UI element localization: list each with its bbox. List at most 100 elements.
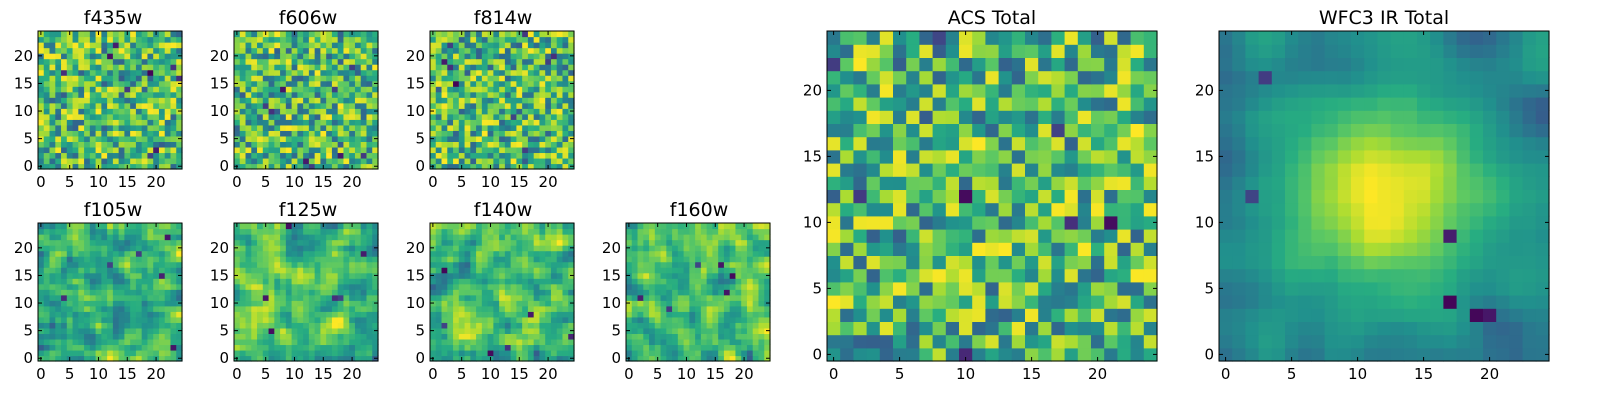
heatmap-cell bbox=[706, 245, 713, 252]
heatmap-cell bbox=[245, 130, 252, 137]
heatmap-cell bbox=[291, 289, 298, 296]
heatmap-cell bbox=[677, 228, 685, 235]
heatmap-cell bbox=[430, 157, 437, 165]
heatmap-cell bbox=[470, 234, 477, 241]
heatmap-cell bbox=[649, 311, 656, 318]
heatmap-cell bbox=[827, 255, 841, 270]
heatmap-cell bbox=[723, 245, 731, 252]
heatmap-cell bbox=[464, 141, 471, 148]
heatmap-cell bbox=[464, 294, 471, 301]
heatmap-cell bbox=[372, 294, 379, 301]
heatmap-cell bbox=[504, 267, 512, 274]
heatmap-cell bbox=[245, 278, 252, 285]
heatmap-cell bbox=[101, 344, 108, 351]
heatmap-cell bbox=[135, 283, 143, 290]
heatmap-cell bbox=[291, 86, 298, 93]
heatmap-cell bbox=[666, 338, 673, 346]
heatmap-cell bbox=[372, 267, 379, 274]
heatmap-cell bbox=[130, 86, 137, 93]
heatmap-cell bbox=[130, 75, 137, 82]
heatmap-cell bbox=[458, 80, 466, 87]
heatmap-cell bbox=[723, 355, 731, 362]
heatmap-cell bbox=[516, 333, 523, 340]
heatmap-cell bbox=[43, 283, 51, 290]
heatmap-cell bbox=[141, 113, 149, 120]
heatmap-cell bbox=[470, 141, 477, 148]
heatmap-cell bbox=[906, 242, 920, 256]
heatmap-cell bbox=[107, 31, 114, 38]
heatmap-cell bbox=[66, 250, 74, 257]
heatmap-cell bbox=[141, 53, 149, 60]
heatmap-cell bbox=[453, 91, 460, 98]
heatmap-cell bbox=[562, 338, 569, 346]
heatmap-cell bbox=[568, 157, 575, 165]
heatmap-cell bbox=[510, 58, 517, 65]
heatmap-cell bbox=[349, 283, 356, 290]
heatmap-cell bbox=[112, 322, 120, 329]
heatmap-cell bbox=[550, 261, 558, 268]
heatmap-cell bbox=[700, 355, 708, 362]
heatmap-cell bbox=[932, 321, 947, 336]
heatmap-cell bbox=[49, 97, 56, 104]
heatmap-cell bbox=[499, 256, 506, 263]
heatmap-cell bbox=[533, 152, 541, 159]
heatmap-cell bbox=[84, 42, 91, 49]
heatmap-cell bbox=[689, 289, 696, 296]
heatmap-cell bbox=[568, 311, 575, 318]
heatmap-cell bbox=[435, 152, 443, 159]
heatmap-cell bbox=[130, 53, 137, 60]
heatmap-cell bbox=[158, 300, 166, 307]
heatmap-cell bbox=[493, 300, 500, 307]
heatmap-cell bbox=[453, 64, 460, 71]
heatmap-cell bbox=[660, 300, 667, 307]
heatmap-cell bbox=[101, 322, 108, 329]
heatmap-cell bbox=[349, 278, 356, 285]
heatmap-cell bbox=[470, 344, 477, 351]
heatmap-cell bbox=[343, 272, 350, 279]
heatmap-cell bbox=[453, 163, 460, 170]
heatmap-cell bbox=[866, 347, 881, 362]
heatmap-cell bbox=[66, 349, 74, 357]
heatmap-cell bbox=[78, 69, 85, 76]
heatmap-cell bbox=[147, 294, 154, 301]
heatmap-cell bbox=[539, 130, 546, 137]
heatmap-cell bbox=[66, 102, 74, 109]
heatmap-cell bbox=[268, 245, 275, 252]
heatmap-cell bbox=[239, 124, 247, 131]
heatmap-cell bbox=[470, 146, 477, 154]
heatmap-cell bbox=[297, 267, 304, 274]
heatmap-cell bbox=[481, 69, 489, 76]
heatmap-cell bbox=[758, 316, 765, 323]
heatmap-cell bbox=[343, 108, 350, 115]
heatmap-cell bbox=[1064, 215, 1079, 230]
heatmap-cell bbox=[972, 242, 986, 256]
heatmap-cell bbox=[510, 152, 517, 159]
heatmap-cell bbox=[527, 75, 535, 82]
heatmap-cell bbox=[441, 327, 448, 334]
heatmap-cell bbox=[481, 31, 489, 38]
heatmap-cell bbox=[349, 245, 356, 252]
heatmap-cell bbox=[78, 91, 85, 98]
heatmap-cell bbox=[510, 250, 517, 257]
heatmap-cell bbox=[499, 31, 506, 38]
heatmap-cell bbox=[349, 97, 356, 104]
heatmap-cell bbox=[89, 124, 97, 131]
heatmap-cell bbox=[435, 146, 443, 154]
heatmap-cell bbox=[72, 47, 79, 54]
heatmap-cell bbox=[660, 322, 667, 329]
heatmap-cell bbox=[72, 344, 79, 351]
heatmap-cell bbox=[840, 242, 854, 256]
x-tick-label: 15 bbox=[118, 365, 137, 383]
heatmap-cell bbox=[308, 349, 316, 357]
heatmap-cell bbox=[84, 338, 91, 346]
heatmap-cell bbox=[314, 91, 321, 98]
heatmap-cell bbox=[366, 152, 373, 159]
heatmap-cell bbox=[516, 294, 523, 301]
heatmap-cell bbox=[343, 102, 350, 109]
heatmap-cell bbox=[343, 163, 350, 170]
heatmap-cell bbox=[435, 245, 443, 252]
heatmap-cell bbox=[308, 272, 316, 279]
heatmap-cell bbox=[568, 69, 575, 76]
heatmap-cell bbox=[43, 234, 51, 241]
heatmap-cell bbox=[285, 119, 293, 126]
